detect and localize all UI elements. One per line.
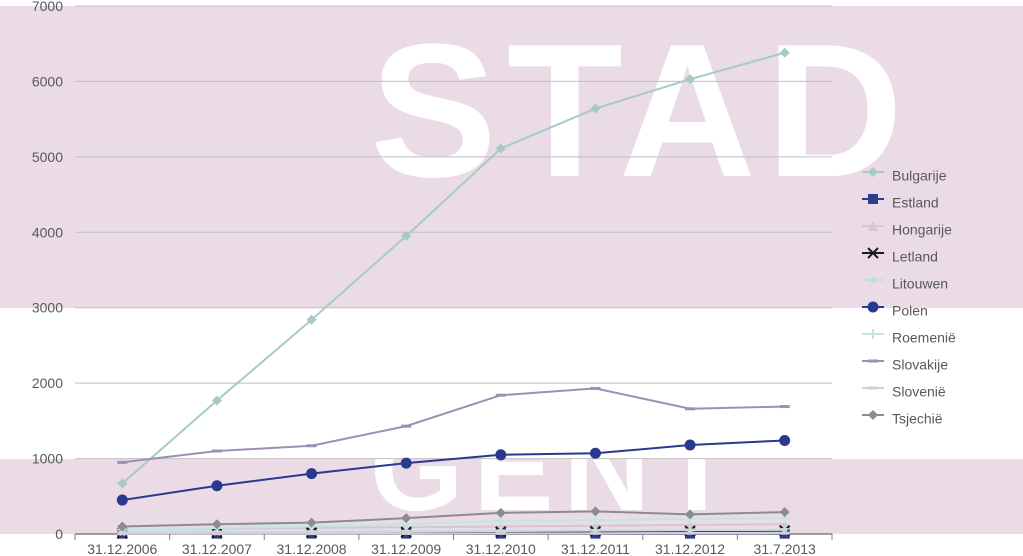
legend-label: Estland <box>892 195 939 211</box>
y-tick-label: 1000 <box>32 451 63 467</box>
y-tick-label: 4000 <box>32 224 63 240</box>
y-tick-label: 6000 <box>32 73 63 89</box>
legend-label: Slovenië <box>892 384 946 400</box>
y-tick-label: 7000 <box>32 0 63 14</box>
x-tick-label: 31.12.2009 <box>371 541 441 556</box>
legend-label: Polen <box>892 303 928 319</box>
legend-label: Roemenië <box>892 330 956 346</box>
x-axis-labels: 31.12.2006 31.12.2007 31.12.2008 31.12.2009… <box>75 534 832 556</box>
line-chart: 0 1000 2000 3000 4000 5000 6000 7000 31.12.2006… <box>0 0 1023 556</box>
legend-label: Bulgarije <box>892 168 947 184</box>
y-tick-label: 3000 <box>32 300 63 316</box>
x-tick-label: 31.12.2010 <box>466 541 536 556</box>
y-tick-label: 0 <box>55 526 63 542</box>
x-tick-label: 31.12.2008 <box>277 541 347 556</box>
x-tick-label: 31.12.2012 <box>655 541 725 556</box>
y-tick-label: 2000 <box>32 375 63 391</box>
legend-label: Letland <box>892 249 938 265</box>
x-tick-label: 31.7.2013 <box>754 541 816 556</box>
y-tick-label: 5000 <box>32 149 63 165</box>
series-polen <box>117 435 789 505</box>
series-bulgarije <box>117 48 789 489</box>
legend-label: Slovakije <box>892 357 948 373</box>
legend-label: Litouwen <box>892 276 948 292</box>
x-tick-label: 31.12.2006 <box>87 541 157 556</box>
data-series <box>117 48 789 539</box>
y-axis-labels: 0 1000 2000 3000 4000 5000 6000 7000 <box>32 0 63 542</box>
legend: Bulgarije Estland Hongarije Letland Litouwen… <box>862 167 956 427</box>
legend-label: Hongarije <box>892 222 952 238</box>
legend-label: Tsjechië <box>892 411 943 427</box>
x-tick-label: 31.12.2007 <box>182 541 252 556</box>
x-tick-label: 31.12.2011 <box>561 541 630 556</box>
